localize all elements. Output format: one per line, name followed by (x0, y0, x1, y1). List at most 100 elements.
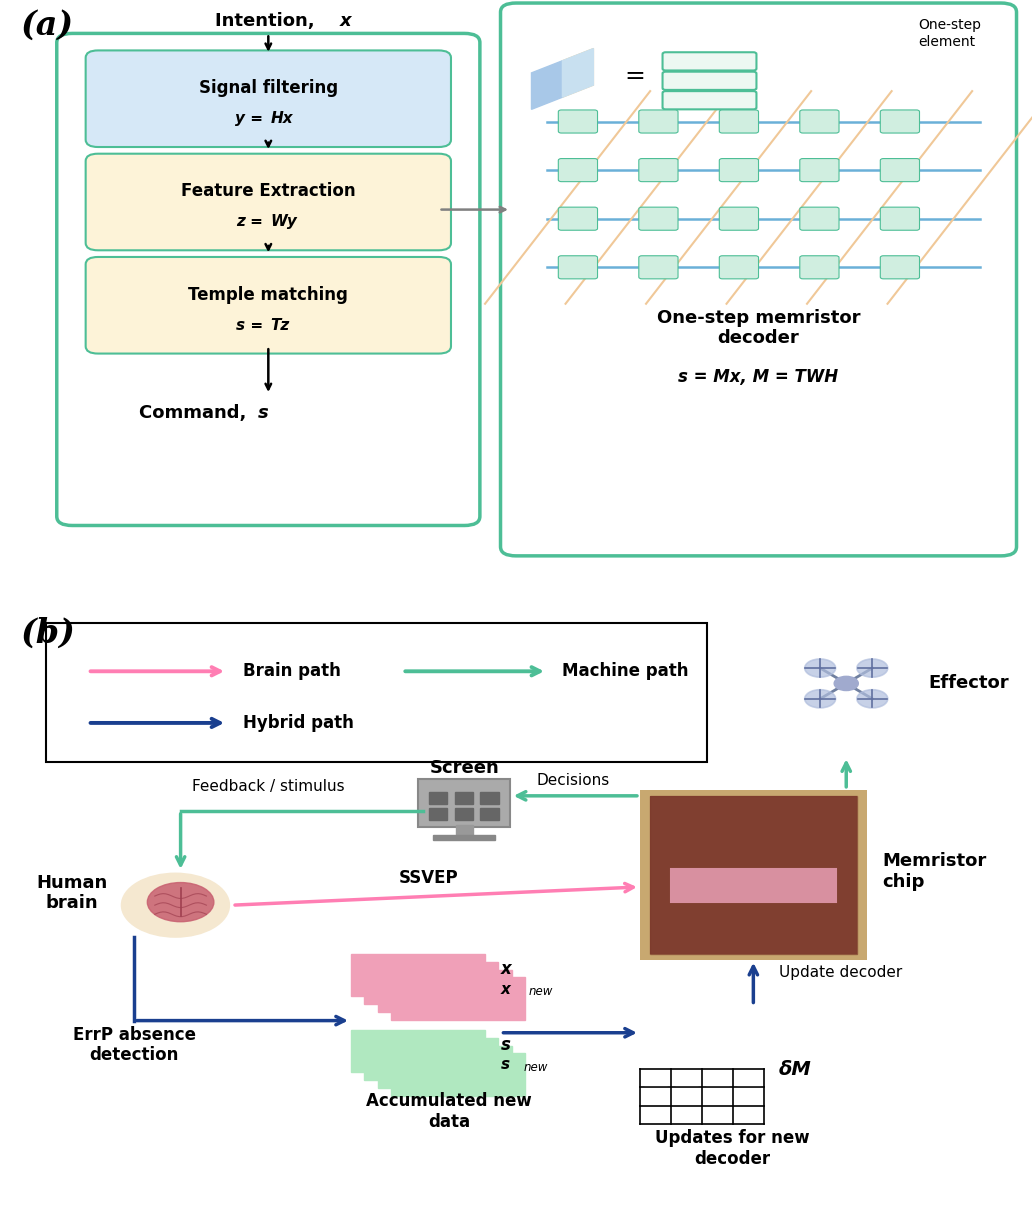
Polygon shape (562, 49, 593, 97)
FancyBboxPatch shape (800, 111, 839, 134)
Bar (456, 825, 473, 837)
Bar (455, 792, 473, 804)
Text: Feedback / stimulus: Feedback / stimulus (192, 779, 345, 795)
Text: Human
brain: Human brain (36, 874, 108, 912)
Bar (481, 808, 499, 820)
Text: (a): (a) (21, 10, 73, 43)
Text: ErrP absence
detection: ErrP absence detection (72, 1025, 196, 1064)
FancyBboxPatch shape (46, 622, 707, 763)
Text: Signal filtering: Signal filtering (199, 79, 337, 97)
Text: x: x (501, 982, 511, 996)
Circle shape (805, 690, 836, 708)
Bar (391, 1053, 525, 1096)
Bar (644, 1108, 667, 1121)
Bar (364, 1038, 498, 1080)
Circle shape (148, 882, 214, 922)
Bar (650, 796, 857, 954)
Bar (391, 977, 525, 1021)
Bar (364, 962, 498, 1004)
FancyBboxPatch shape (663, 52, 756, 70)
Circle shape (857, 690, 888, 708)
Bar (433, 836, 495, 840)
FancyBboxPatch shape (800, 207, 839, 231)
Text: y =: y = (235, 111, 268, 126)
Text: Memristor
chip: Memristor chip (882, 853, 987, 891)
FancyBboxPatch shape (419, 780, 511, 827)
Bar (706, 1108, 729, 1121)
Text: Accumulated new
data: Accumulated new data (366, 1092, 531, 1131)
Text: Wy: Wy (270, 214, 297, 230)
FancyBboxPatch shape (663, 72, 756, 90)
Bar (706, 1090, 729, 1103)
Bar (644, 1090, 667, 1103)
Text: Tz: Tz (270, 317, 290, 333)
FancyBboxPatch shape (719, 111, 759, 134)
FancyBboxPatch shape (639, 158, 678, 181)
Bar (378, 970, 512, 1012)
FancyBboxPatch shape (719, 158, 759, 181)
Bar (737, 1090, 760, 1103)
FancyBboxPatch shape (558, 207, 598, 231)
Bar (351, 1030, 485, 1072)
FancyBboxPatch shape (501, 2, 1017, 556)
Text: Screen: Screen (429, 759, 499, 778)
Text: Updates for new
decoder: Updates for new decoder (655, 1129, 810, 1168)
FancyBboxPatch shape (800, 256, 839, 279)
Text: s =: s = (236, 317, 268, 333)
Bar (640, 790, 867, 960)
Text: x: x (501, 960, 511, 978)
FancyBboxPatch shape (639, 111, 678, 134)
FancyBboxPatch shape (86, 154, 451, 250)
Bar (650, 796, 857, 954)
Text: Machine path: Machine path (562, 662, 689, 680)
Circle shape (122, 874, 229, 937)
Text: s: s (258, 405, 268, 422)
Text: (b): (b) (21, 617, 75, 650)
Bar (675, 1072, 698, 1085)
Text: x: x (340, 12, 352, 30)
Bar (675, 1108, 698, 1121)
Text: Feature Extraction: Feature Extraction (181, 182, 356, 200)
Text: One-step memristor
decoder: One-step memristor decoder (656, 309, 861, 347)
FancyBboxPatch shape (558, 158, 598, 181)
FancyBboxPatch shape (880, 207, 920, 231)
FancyBboxPatch shape (719, 207, 759, 231)
Circle shape (834, 677, 859, 690)
Text: Update decoder: Update decoder (779, 965, 902, 979)
FancyBboxPatch shape (57, 33, 480, 525)
Bar (429, 792, 448, 804)
Circle shape (857, 659, 888, 677)
FancyBboxPatch shape (639, 207, 678, 231)
Text: Command,: Command, (139, 405, 253, 422)
Bar (706, 1072, 729, 1085)
Text: new: new (528, 985, 553, 998)
Text: Intention,: Intention, (216, 12, 321, 30)
FancyBboxPatch shape (558, 111, 598, 134)
Text: Temple matching: Temple matching (189, 286, 348, 304)
Text: Decisions: Decisions (537, 773, 609, 789)
Polygon shape (531, 61, 562, 109)
Bar (429, 808, 448, 820)
FancyBboxPatch shape (663, 91, 756, 109)
Text: s: s (501, 1057, 510, 1073)
FancyBboxPatch shape (880, 256, 920, 279)
Text: =: = (624, 64, 645, 87)
FancyBboxPatch shape (719, 256, 759, 279)
FancyBboxPatch shape (558, 256, 598, 279)
Text: Effector: Effector (929, 674, 1009, 693)
FancyBboxPatch shape (639, 256, 678, 279)
Text: s: s (501, 1036, 511, 1053)
Text: Hybrid path: Hybrid path (243, 714, 353, 731)
Bar (671, 869, 836, 902)
Text: One-step
element: One-step element (918, 18, 981, 49)
Text: Hx: Hx (270, 111, 293, 126)
Text: δM: δM (779, 1059, 812, 1079)
Text: s = Mx, M = TWH: s = Mx, M = TWH (678, 368, 839, 385)
Bar (675, 1090, 698, 1103)
Bar (378, 1045, 512, 1089)
FancyBboxPatch shape (800, 158, 839, 181)
FancyBboxPatch shape (86, 258, 451, 354)
Text: SSVEP: SSVEP (398, 869, 458, 887)
FancyBboxPatch shape (880, 111, 920, 134)
Text: z =: z = (236, 214, 268, 230)
